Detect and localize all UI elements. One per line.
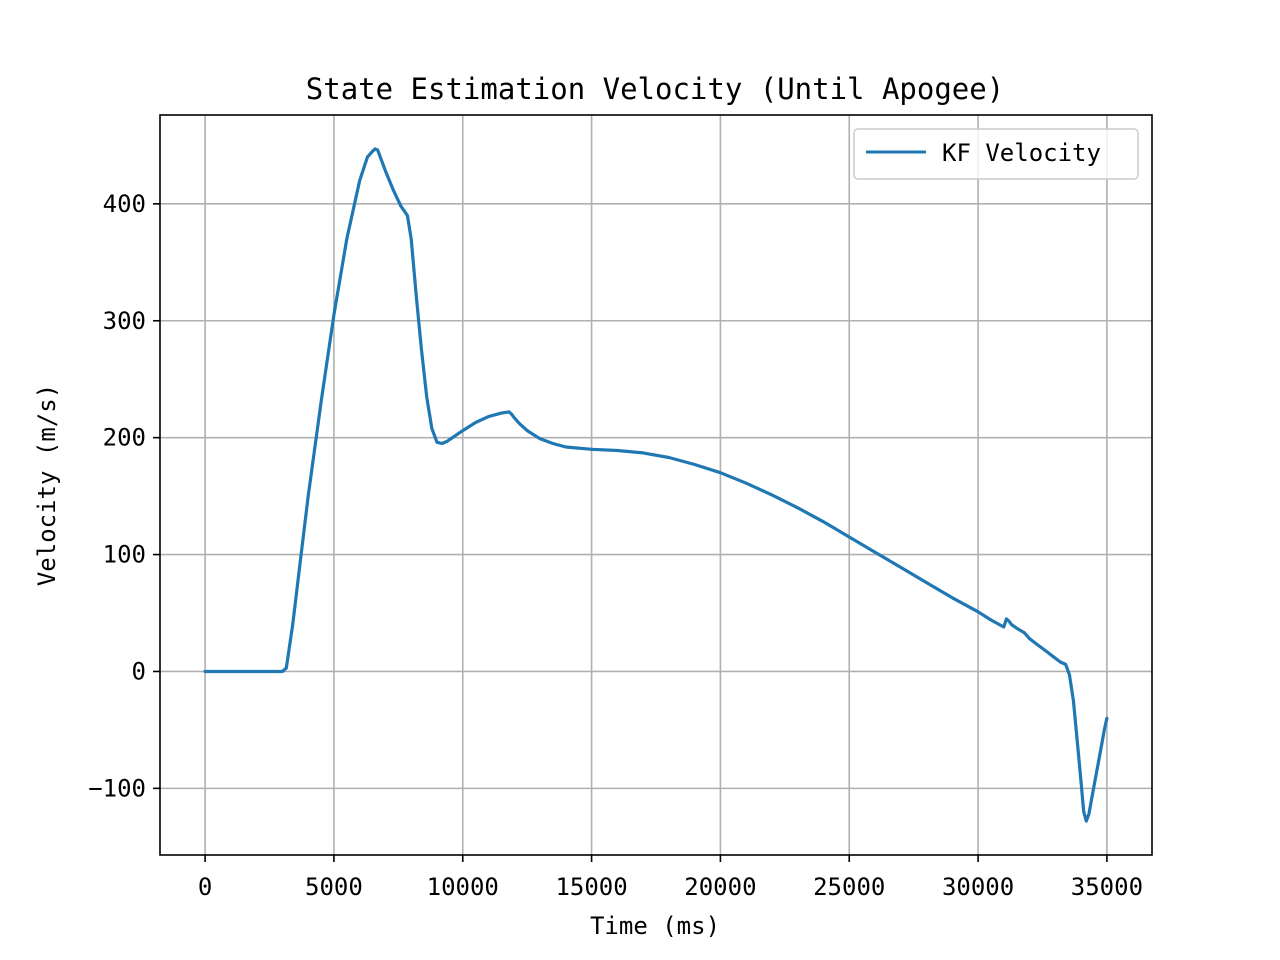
legend-label: KF Velocity [942,139,1101,167]
y-axis: −100 0 100 200 300 400 [88,190,160,802]
y-axis-label: Velocity (m/s) [33,384,61,586]
x-tick-label: 25000 [813,873,885,901]
x-tick-label: 30000 [942,873,1014,901]
x-tick-label: 0 [198,873,212,901]
series-line-kf-velocity [203,147,1109,823]
x-axis: 0 5000 10000 15000 20000 25000 30000 35000 [198,855,1143,901]
series-layer [203,147,1109,823]
chart-title: State Estimation Velocity (Until Apogee) [306,72,1004,106]
y-tick-label: 200 [103,424,146,452]
y-tick-label: 300 [103,307,146,335]
legend-box [853,128,1139,180]
x-tick-label: 20000 [684,873,756,901]
y-tick-label: −100 [88,774,146,802]
x-tick-label: 15000 [555,873,627,901]
x-tick-label: 5000 [305,873,363,901]
y-tick-label: 400 [103,190,146,218]
x-tick-label: 10000 [427,873,499,901]
x-axis-label: Time (ms) [590,912,720,940]
x-tick-label: 35000 [1071,873,1143,901]
y-tick-label: 100 [103,541,146,569]
y-tick-label: 0 [132,657,146,685]
legend: KF Velocity [853,128,1139,180]
grid [160,115,1152,855]
plot-area-frame [159,114,1153,856]
